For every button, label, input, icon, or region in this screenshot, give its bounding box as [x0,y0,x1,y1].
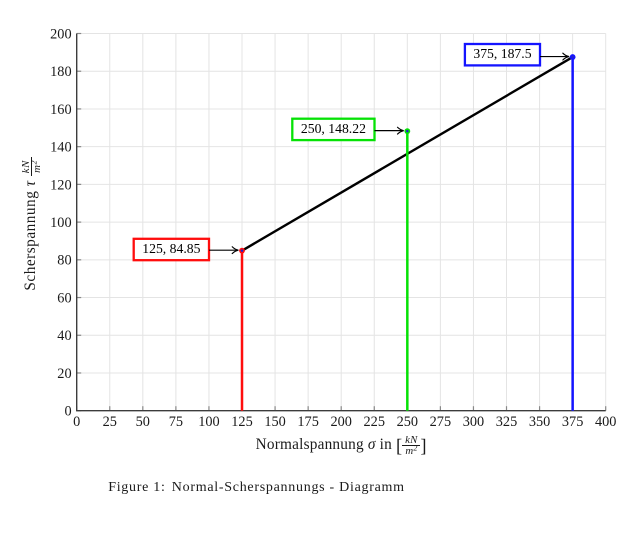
svg-text:275: 275 [430,414,451,430]
svg-text:0: 0 [64,404,71,420]
svg-text:150: 150 [264,414,285,430]
svg-text:200: 200 [50,26,71,42]
svg-text:250: 250 [397,414,418,430]
svg-text:400: 400 [595,414,616,430]
svg-text:250, 148.22: 250, 148.22 [301,121,366,136]
svg-text:225: 225 [364,414,385,430]
svg-text:160: 160 [50,102,71,118]
svg-text:25: 25 [103,414,117,430]
svg-text:125, 84.85: 125, 84.85 [142,241,200,256]
svg-text:60: 60 [57,290,71,306]
svg-text:325: 325 [496,414,517,430]
svg-text:300: 300 [463,414,484,430]
svg-text:140: 140 [50,140,71,156]
svg-text:100: 100 [50,215,71,231]
svg-text:20: 20 [57,366,71,382]
svg-text:350: 350 [529,414,550,430]
svg-text:75: 75 [169,414,183,430]
svg-text:50: 50 [136,414,150,430]
svg-text:0: 0 [73,414,80,430]
svg-text:375, 187.5: 375, 187.5 [473,46,531,61]
svg-text:200: 200 [330,414,351,430]
svg-text:120: 120 [50,177,71,193]
svg-text:100: 100 [198,414,219,430]
svg-text:80: 80 [57,253,71,269]
svg-text:375: 375 [562,414,583,430]
svg-text:40: 40 [57,328,71,344]
svg-text:175: 175 [297,414,318,430]
svg-text:125: 125 [231,414,252,430]
svg-text:180: 180 [50,64,71,80]
